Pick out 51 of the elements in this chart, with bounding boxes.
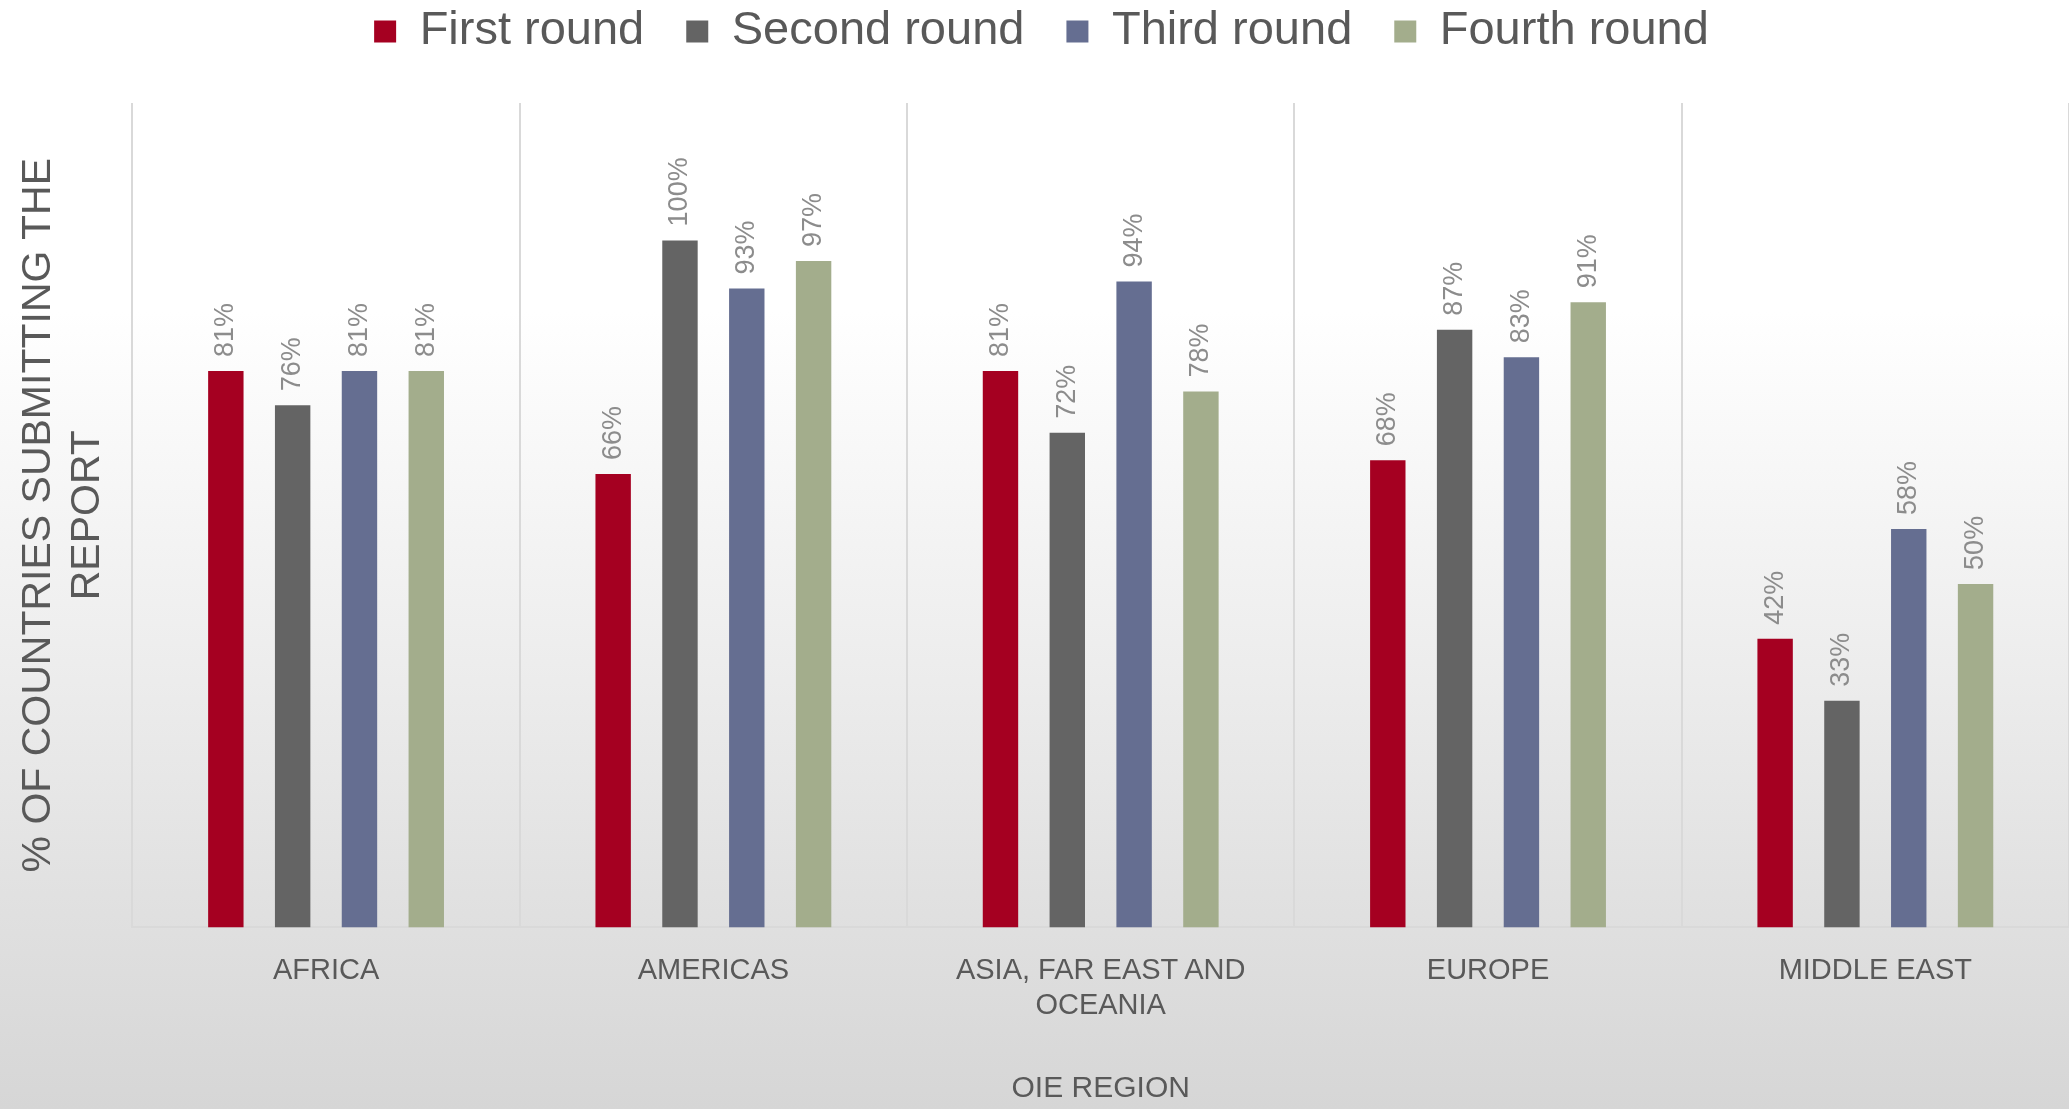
bar [274,405,311,928]
legend-label: Second round [731,1,1025,55]
bar [1049,432,1085,928]
x-tick-label: MIDDLE EAST [1778,952,1973,985]
bar [662,240,698,928]
data-label: 68% [1371,392,1402,447]
bar [729,288,765,928]
data-label: 94% [1117,213,1148,268]
bar [341,370,378,928]
data-label: 72% [1050,364,1081,419]
data-label: 81% [983,302,1014,357]
data-label: 93% [730,220,761,275]
bar [1757,638,1793,928]
bar [1891,528,1927,928]
bar [1824,700,1860,928]
bar [795,261,832,928]
y-axis-title: % OF COUNTRIES SUBMITTING THE REPORT [12,157,109,873]
data-label: 58% [1892,460,1923,515]
data-label: 66% [596,405,627,460]
data-label: 78% [1184,323,1215,378]
legend-label: First round [419,1,645,55]
data-label: 100% [663,157,694,227]
bar [1503,357,1540,928]
data-label: 33% [1825,632,1856,687]
bar [1570,302,1606,928]
legend-label: Fourth round [1439,1,1709,55]
x-axis-title: OIE REGION [1011,1070,1190,1104]
bar [1183,391,1219,928]
x-tick-label: EUROPE [1426,952,1550,985]
bar [208,370,244,928]
bar [408,370,444,928]
legend-label: Third round [1111,1,1353,55]
data-label: 42% [1758,570,1789,625]
bar [1436,329,1473,928]
x-tick-label: ASIA, FAR EAST AND OCEANIA [955,952,1246,1020]
data-label: 97% [797,192,828,248]
bar [595,473,631,928]
data-label: 91% [1571,234,1602,289]
data-label: 76% [276,337,307,392]
data-label: 50% [1959,515,1990,570]
bar [1116,281,1152,928]
bar [1370,460,1406,928]
data-label: 87% [1438,261,1469,316]
x-tick-label: AMERICAS [637,952,790,985]
bar [1957,583,1994,928]
data-label: 81% [342,302,373,357]
bar [982,370,1019,928]
data-label: 81% [409,302,440,357]
x-tick-label: AFRICA [272,952,380,985]
data-label: 81% [209,302,240,357]
data-label: 83% [1504,289,1535,344]
